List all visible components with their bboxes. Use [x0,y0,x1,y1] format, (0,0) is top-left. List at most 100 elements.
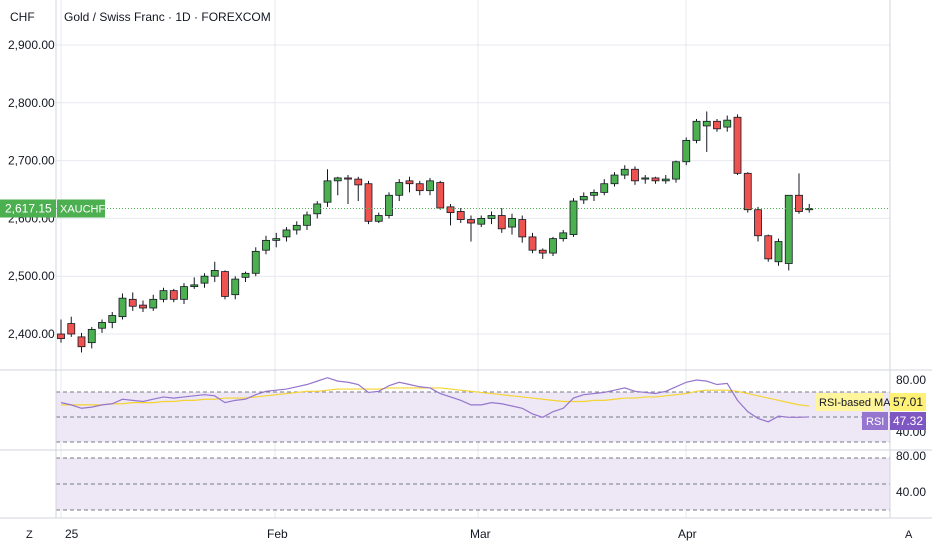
chart-grid [56,0,890,518]
candle-up [190,284,199,288]
candle-up [118,297,127,318]
candle-down [128,298,137,307]
candle-up [559,232,568,240]
x-tick-label: Feb [267,527,288,541]
candle-up [262,239,270,251]
candle-down [713,120,721,130]
candle-down [77,336,86,348]
candle-up [251,250,260,274]
candle-down [528,236,537,251]
y-tick-label: 2,800.00 [8,96,55,110]
candle-up [610,174,619,185]
candle-up [159,290,168,300]
candle-up [579,196,588,201]
candle-up [98,322,106,329]
candle-up [385,194,393,216]
candle-series [56,111,890,353]
candle-up [682,139,691,163]
candle-up [590,191,598,196]
chart-title: Gold / Swiss Franc · 1D · FOREXCOM [64,10,271,24]
rsi-tag-label: RSI [866,416,884,428]
candle-down [169,290,178,300]
candle-up [333,177,342,182]
candle-down [497,215,506,230]
price-tags: 2,617.15 XAUCHF RSI-based MA 57.01 RSI 47.32 [0,199,926,430]
candle-up [702,120,711,127]
candle-up [426,180,434,192]
candle-up [241,272,250,278]
candle-down [518,219,527,238]
y-tick-label: 2,700.00 [8,154,55,168]
rsi-lines [60,377,810,423]
candle-up [231,278,240,296]
candle-up [692,120,701,141]
candle-down [405,180,414,185]
y-tick-label: 2,900.00 [8,38,55,52]
candle-up [723,119,732,128]
candle-up [303,214,311,226]
symbol-tag-bg [57,199,105,218]
candle-down [364,183,373,222]
candle-down [538,249,547,254]
candle-up [180,286,188,300]
candle-up [672,161,680,180]
candle-up [784,194,793,264]
candle-down [743,172,752,211]
rsi-value-bg [890,412,926,430]
candle-down [456,211,465,220]
price-tag-value: 2,617.15 [5,201,52,215]
rsi2-y-tick-label: 40.00 [896,485,926,499]
rsi-ma-tag-bg [816,393,884,411]
candle-down [651,177,660,182]
x-tick-label: Mar [470,527,491,541]
price-tag-bg [0,199,56,218]
candle-up [508,217,516,228]
candle-up [477,217,486,225]
candle-up [374,215,383,222]
rsi-tag-bg [862,412,888,430]
currency-label: CHF [10,10,35,24]
candle-down [415,183,424,192]
candle-up [323,180,332,203]
y-tick-label: 2,400.00 [8,327,55,341]
candle-down [446,206,455,214]
candle-down [221,271,229,297]
candle-up [210,270,219,277]
rsi2-y-tick-label: 80.00 [896,449,926,463]
candle-up [641,177,650,180]
x-tick-label: Apr [678,527,697,541]
candle-up [395,182,404,196]
candle-up [569,200,578,235]
rsi-ma-line [61,387,810,407]
candle-up [661,178,670,182]
candle-down [764,235,773,260]
candle-down [754,209,762,237]
log-scale-button[interactable]: Z [26,529,33,541]
candle-up [108,315,117,323]
candle-down [354,178,363,186]
rsi-tag-value: 47.32 [893,414,923,428]
y-tick-label: 2,500.00 [8,269,55,283]
candle-up [600,183,609,193]
rsi-bands [56,391,890,511]
candle-up [272,238,281,241]
auto-scale-button[interactable]: A [905,529,913,541]
candle-up [200,275,209,284]
candle-up [292,224,301,231]
candle-up [282,229,291,238]
rsi-ma-tag-label: RSI-based MA [819,397,891,409]
candle-down [733,116,742,174]
candle-up [87,328,96,344]
candle-up [774,241,783,263]
candle-down [67,323,76,335]
candle-down [631,168,639,182]
candle-down [467,219,475,224]
rsi-ma-tag-value: 57.01 [893,395,923,409]
candle-down [139,304,147,309]
candle-up [487,215,496,219]
candle-up [149,298,158,309]
candle-up [620,168,629,176]
rsi-ma-value-bg [890,393,926,411]
